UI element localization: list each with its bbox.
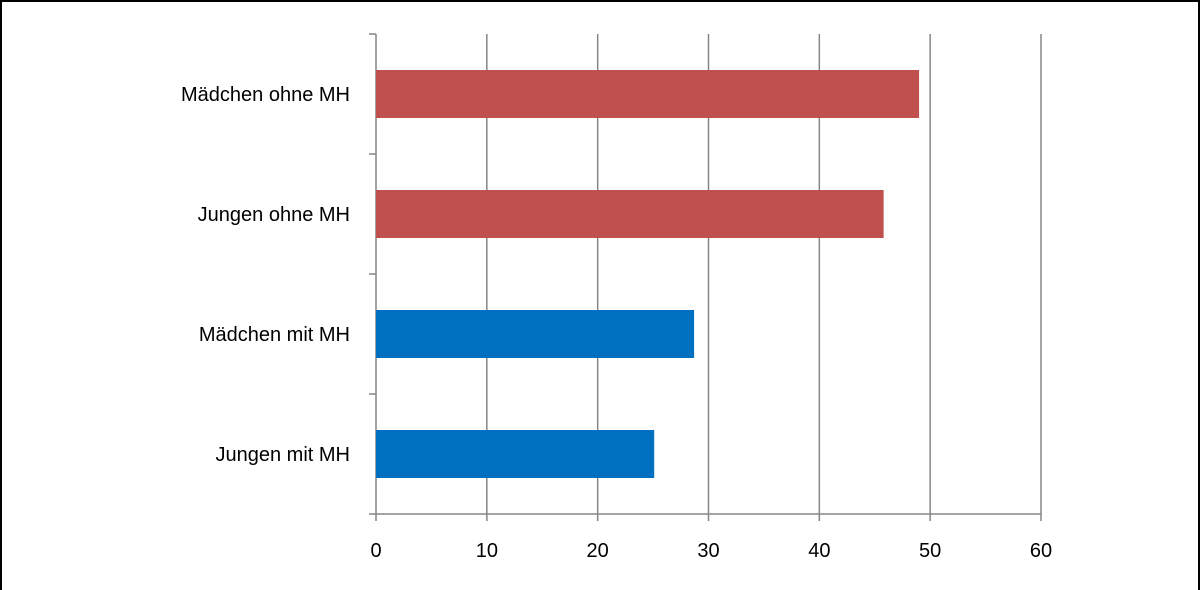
category-label: Mädchen ohne MH bbox=[181, 84, 350, 106]
bar bbox=[376, 430, 655, 478]
bar bbox=[376, 70, 920, 118]
x-tick-label: 0 bbox=[370, 540, 381, 562]
category-label: Jungen mit MH bbox=[216, 444, 351, 466]
bar bbox=[376, 310, 695, 358]
category-label: Jungen ohne MH bbox=[198, 204, 350, 226]
x-tick-label: 20 bbox=[587, 540, 609, 562]
bar-chart: 0 10 20 30 40 50 60 Mädchen ohne MH Jungen ohne … bbox=[181, 33, 1052, 562]
x-tick-label: 40 bbox=[808, 540, 830, 562]
x-tick-label: 10 bbox=[476, 540, 498, 562]
category-label: Mädchen mit MH bbox=[199, 324, 350, 346]
x-tick-label: 50 bbox=[919, 540, 941, 562]
bar bbox=[376, 190, 884, 238]
x-tick-label: 60 bbox=[1030, 540, 1052, 562]
x-tick-label: 30 bbox=[697, 540, 719, 562]
